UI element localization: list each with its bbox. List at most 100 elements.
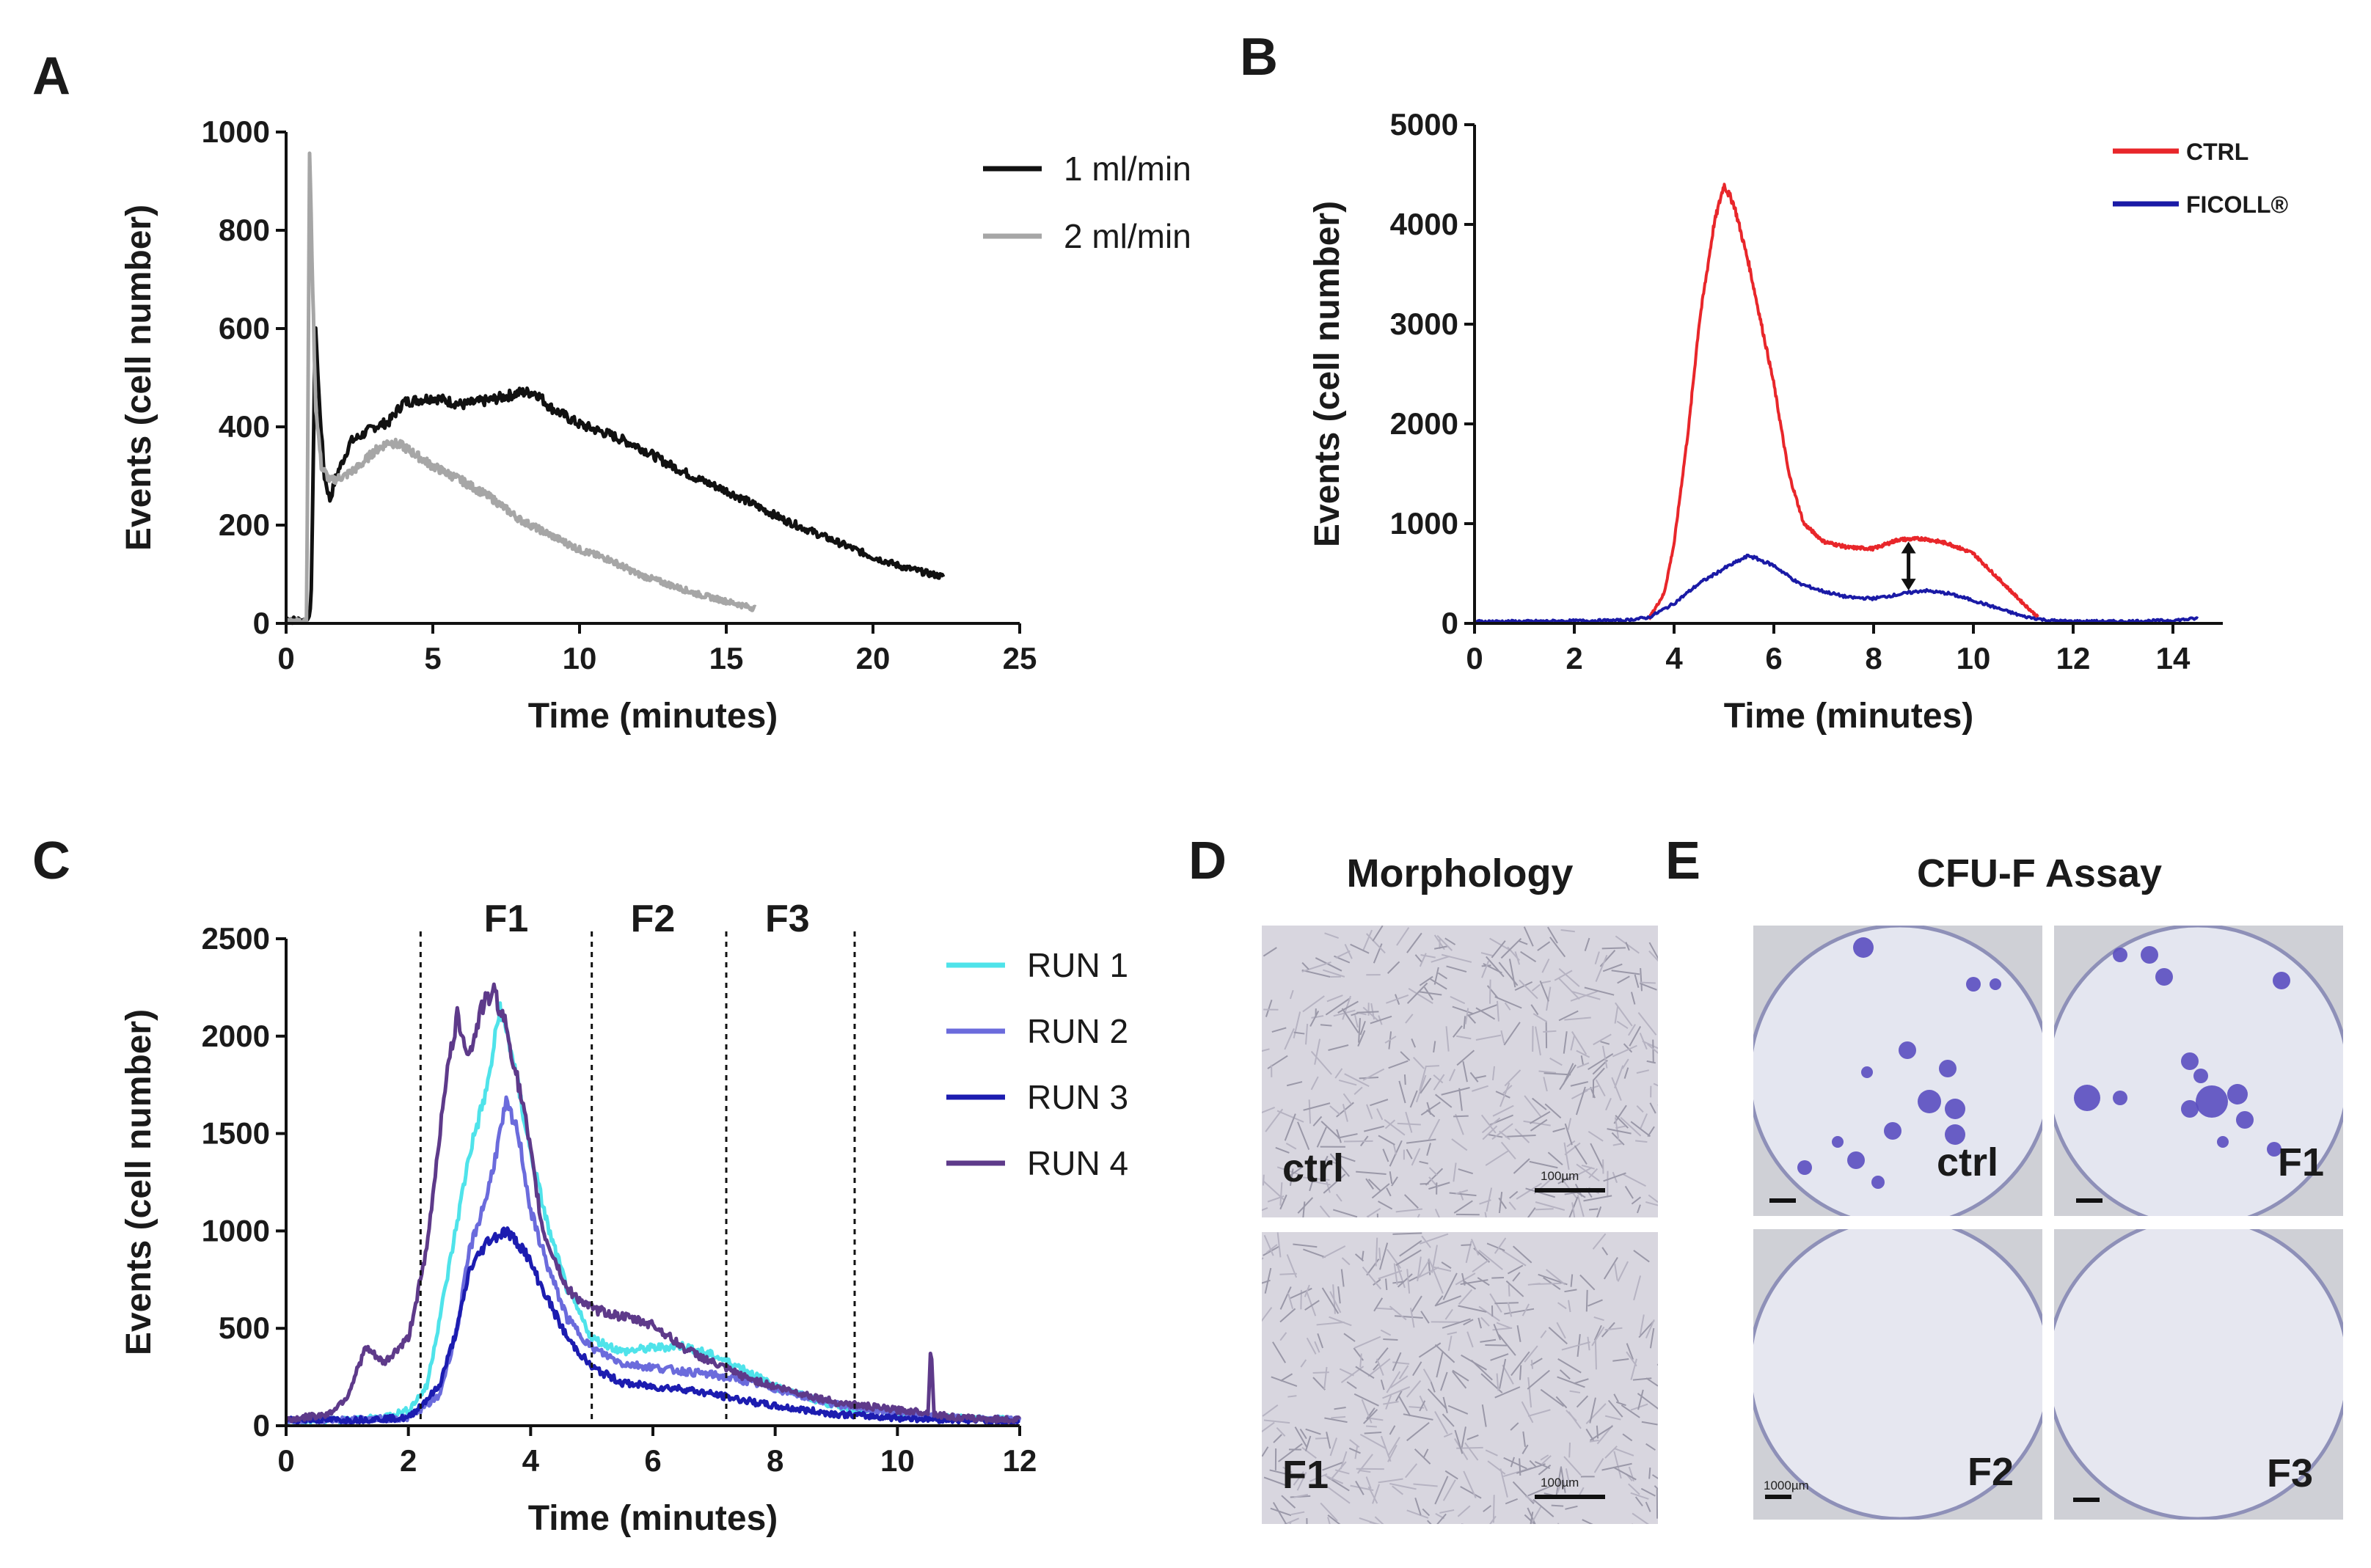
cell <box>1387 1437 1400 1457</box>
cell <box>1364 1431 1382 1435</box>
cell <box>1334 1068 1343 1079</box>
cell <box>1499 1358 1507 1389</box>
cell <box>1463 1319 1474 1326</box>
cell <box>1323 969 1345 978</box>
cell <box>1440 1371 1448 1391</box>
cell <box>1496 1322 1512 1330</box>
cell <box>1632 1377 1652 1381</box>
chart-c: 0 500 1000 1500 2000 2500 0 2 4 6 8 10 12 Time (minut… <box>120 898 1128 1538</box>
cell <box>1367 1358 1391 1377</box>
cell <box>1621 1404 1640 1418</box>
cell <box>1603 1172 1626 1182</box>
cell <box>1366 1259 1380 1276</box>
legend-label: 1 ml/min <box>1064 150 1191 188</box>
legend-label: RUN 3 <box>1027 1078 1128 1116</box>
cell <box>1571 1031 1588 1055</box>
cell <box>1446 965 1467 973</box>
cell <box>1445 1026 1450 1052</box>
cell <box>1359 1020 1366 1036</box>
cell <box>1456 1049 1475 1066</box>
cell <box>1577 1062 1590 1069</box>
cell <box>1532 1498 1555 1517</box>
cell <box>1561 1341 1590 1351</box>
cell <box>1358 1018 1362 1043</box>
cell <box>1645 1319 1655 1339</box>
y-tick-label: 1000 <box>1390 506 1458 541</box>
cell <box>1373 1278 1381 1286</box>
cell <box>1505 1498 1518 1505</box>
cell <box>1632 1512 1649 1524</box>
cell <box>1387 961 1400 974</box>
cell <box>1411 1148 1421 1166</box>
cell <box>1456 1035 1472 1040</box>
cell <box>1399 1239 1422 1257</box>
dish-f1: F1 <box>2054 926 2343 1216</box>
cell <box>1361 1399 1373 1424</box>
y-tick-label: 2000 <box>1390 406 1458 441</box>
cell <box>1314 1341 1320 1353</box>
cell <box>1293 1493 1308 1498</box>
cell <box>1604 1327 1623 1331</box>
cell <box>1529 1160 1558 1169</box>
cell <box>1455 1189 1469 1195</box>
cell <box>1460 1486 1482 1499</box>
dish-f2: F2 1000µm <box>1753 1229 2042 1520</box>
cell <box>1409 1090 1418 1108</box>
cell <box>1570 1274 1574 1287</box>
cell <box>1403 1074 1406 1085</box>
cell <box>1584 1085 1599 1092</box>
cell <box>1458 1168 1473 1175</box>
cell <box>1543 1077 1548 1092</box>
cell <box>1302 1201 1306 1217</box>
cell <box>1353 1086 1363 1096</box>
cell <box>1615 1115 1629 1129</box>
cell <box>1322 1155 1329 1167</box>
cell <box>1592 1233 1607 1250</box>
cell <box>1302 995 1325 1013</box>
y-tick-label: 5000 <box>1390 107 1458 142</box>
cell <box>1396 927 1410 946</box>
cell <box>1442 1479 1456 1501</box>
cell <box>1484 1212 1487 1217</box>
y-tick-label: 3000 <box>1390 307 1458 341</box>
cell <box>1645 1201 1658 1206</box>
cell <box>1433 967 1439 985</box>
colony <box>2267 1142 2282 1157</box>
colony <box>1945 1099 1965 1119</box>
cell <box>1626 1343 1634 1360</box>
cell <box>1593 1325 1602 1341</box>
cell <box>1419 975 1433 986</box>
series-line <box>285 1001 1022 1425</box>
cell <box>1478 1249 1503 1270</box>
cell <box>1276 1427 1286 1437</box>
cell <box>1386 994 1409 1004</box>
cell <box>1588 1299 1603 1307</box>
cell <box>1262 1307 1273 1322</box>
cell <box>1395 1391 1403 1402</box>
cell <box>1614 1447 1634 1457</box>
cell <box>1306 1337 1317 1355</box>
x-tick-label: 15 <box>709 641 744 675</box>
cell <box>1386 1371 1401 1393</box>
cell <box>1512 1272 1521 1282</box>
cell <box>1262 1174 1265 1186</box>
cell <box>1576 1163 1600 1182</box>
cell <box>1343 1140 1373 1143</box>
cell <box>1383 1401 1399 1405</box>
cell <box>1397 1273 1413 1288</box>
cell <box>1279 1272 1297 1275</box>
colony <box>2236 1111 2254 1129</box>
x-tick-label: 10 <box>1957 641 1991 675</box>
cell <box>1325 997 1351 1016</box>
cell <box>1563 1142 1570 1170</box>
cell <box>1427 1388 1447 1410</box>
cell <box>1279 1194 1287 1210</box>
cell <box>1341 1008 1359 1033</box>
cell <box>1323 1173 1346 1194</box>
cell <box>1567 1167 1593 1181</box>
cell <box>1505 1135 1536 1137</box>
cell <box>1284 1028 1295 1050</box>
petri-dish <box>1753 926 2042 1216</box>
cell <box>1520 950 1537 963</box>
cell <box>1640 1487 1656 1497</box>
